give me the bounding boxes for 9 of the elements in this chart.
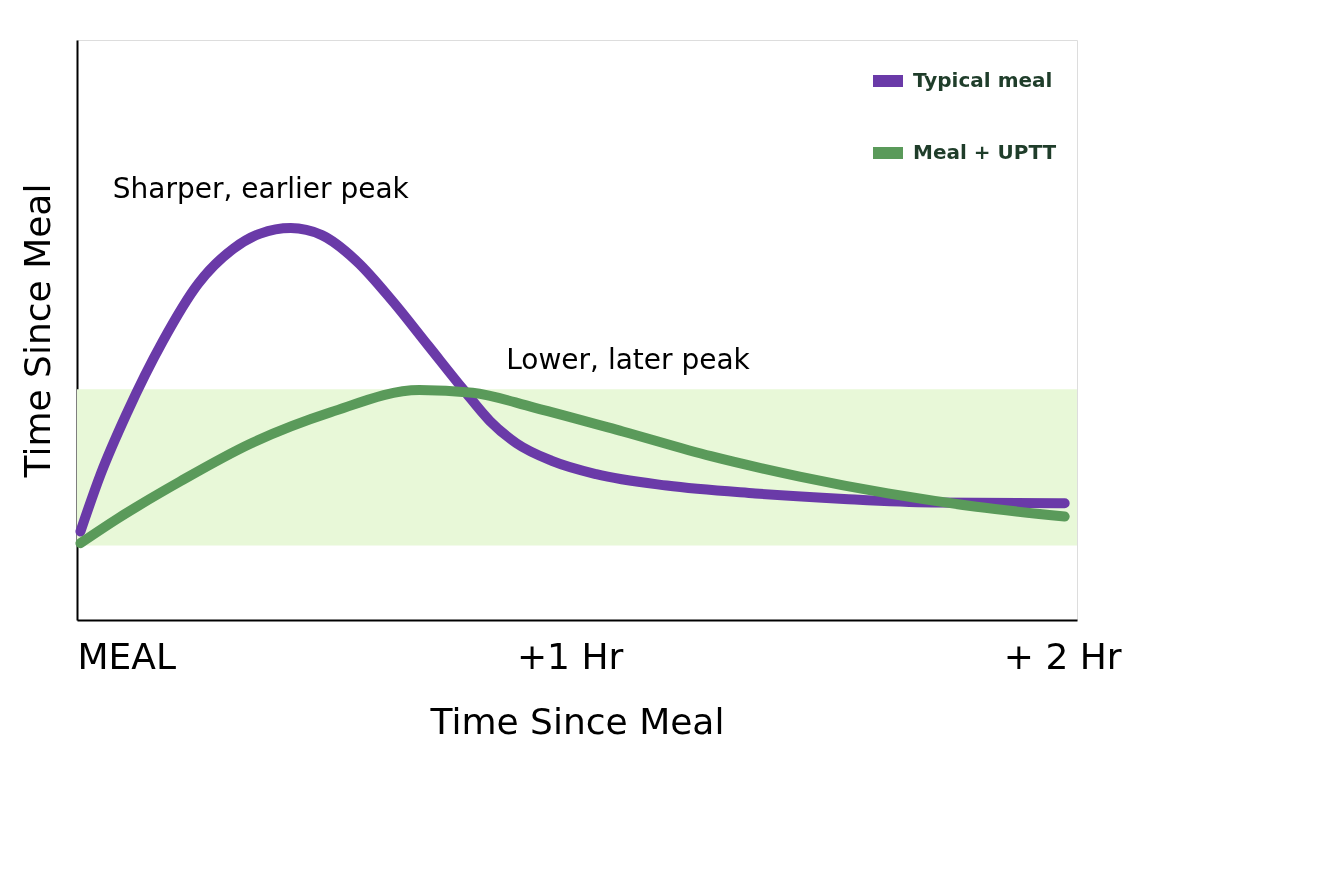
annotation: Lower, later peak bbox=[506, 343, 751, 377]
annotation: Sharper, earlier peak bbox=[112, 172, 410, 206]
y-axis-title: Time Since Meal bbox=[16, 183, 58, 479]
x-axis-title: Time Since Meal bbox=[429, 700, 725, 742]
x-tick-label: MEAL bbox=[77, 635, 176, 677]
legend-label: Meal + UPTT bbox=[913, 140, 1057, 164]
legend-label: Typical meal bbox=[913, 68, 1053, 92]
x-tick-label: +1 Hr bbox=[516, 635, 624, 677]
x-tick-label: + 2 Hr bbox=[1003, 635, 1122, 677]
